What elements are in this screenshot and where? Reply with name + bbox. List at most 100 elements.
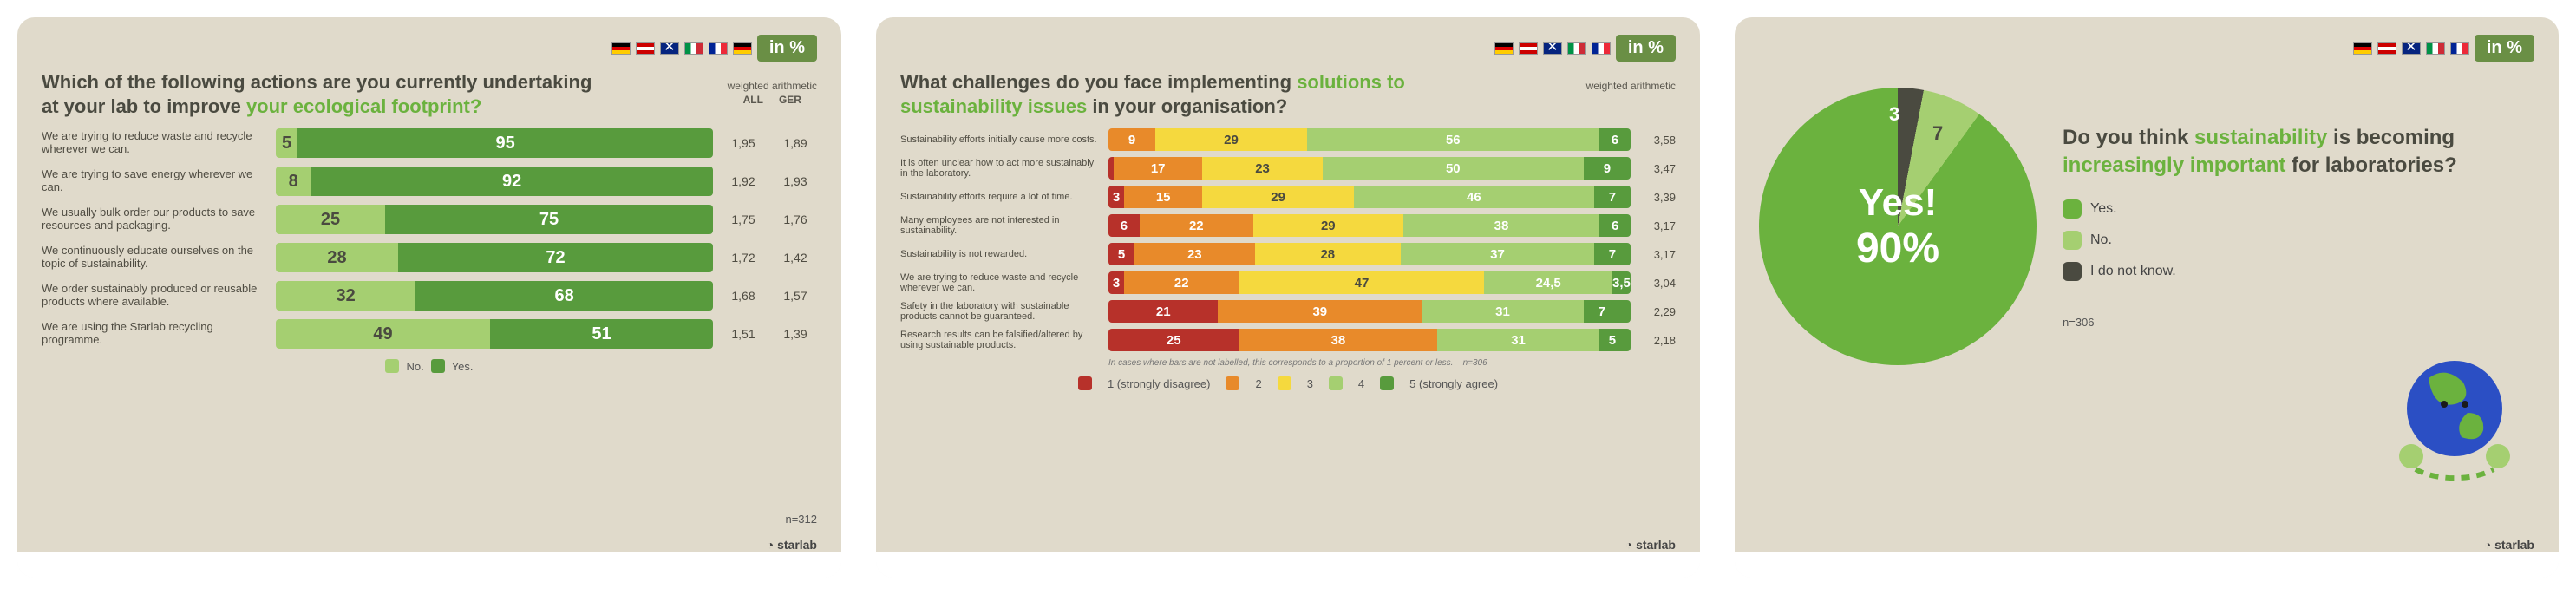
wa-col-ger: GER <box>779 94 801 106</box>
flag-it-icon <box>1567 42 1586 55</box>
row-wa: 3,17 <box>1639 219 1676 232</box>
seg: 29 <box>1155 128 1307 151</box>
row-label: It is often unclear how to act more sust… <box>900 158 1100 179</box>
row-label: We order sustainably produced or reusabl… <box>42 283 267 309</box>
seg: 25 <box>1108 329 1239 351</box>
panel3-legend: Yes. No. I do not know. <box>2063 199 2534 281</box>
seg: 39 <box>1218 300 1422 323</box>
row-label: We usually bulk order our products to sa… <box>42 206 267 232</box>
wa-all: 1,51 <box>722 327 765 341</box>
seg: 6 <box>1108 214 1140 237</box>
header-flags: in % <box>42 35 817 62</box>
pie-chart: Yes! 90% 3 7 <box>1759 88 2037 365</box>
wa-col-all: ALL <box>743 94 763 106</box>
leg-l3: 3 <box>1307 377 1313 390</box>
legend-yes-swatch <box>431 359 445 373</box>
leg-l4: 4 <box>1358 377 1364 390</box>
earth-icon <box>2385 343 2524 482</box>
seg: 38 <box>1239 329 1438 351</box>
wa-ger: 1,57 <box>774 289 817 303</box>
row-label: We are using the Starlab recycling progr… <box>42 321 267 347</box>
legend-yes-label: Yes. <box>452 360 474 373</box>
row-bar: 52328377 <box>1108 243 1631 265</box>
chart2-row: It is often unclear how to act more sust… <box>900 157 1676 180</box>
row-label: Sustainability efforts initially cause m… <box>900 134 1100 145</box>
seg: 7 <box>1594 186 1631 208</box>
wa-header: weighted arithmetic ALL GER <box>728 80 817 106</box>
p3t-d: increasingly important <box>2063 154 2285 177</box>
wa-all: 1,92 <box>722 174 765 188</box>
panel3-title: Do you think sustainability is becoming … <box>2063 124 2534 178</box>
seg-no: 8 <box>276 167 311 196</box>
row-bar: 49 51 <box>276 319 713 349</box>
panel-importance: in % Yes! 90% 3 7 Do you think sustainab… <box>1735 17 2559 578</box>
row-label: We are trying to reduce waste and recycl… <box>900 272 1100 293</box>
leg-sw-3 <box>1278 376 1291 390</box>
brand-logo: starlab <box>1625 538 1676 552</box>
brand-logo: starlab <box>2484 538 2534 552</box>
pie-center-label: Yes! 90% <box>1759 88 2037 365</box>
seg-no: 32 <box>276 281 415 311</box>
seg: 31 <box>1422 300 1584 323</box>
row-bar: 25 75 <box>276 205 713 234</box>
chart2-row: Research results can be falsified/altere… <box>900 329 1676 351</box>
seg-no: 5 <box>276 128 297 158</box>
leg-sw-1 <box>1078 376 1092 390</box>
wa-header-label: weighted arithmetic <box>728 80 817 92</box>
chart1-row: We are using the Starlab recycling progr… <box>42 319 817 349</box>
row-bar: 28 72 <box>276 243 713 272</box>
p3-sw-no <box>2063 231 2082 250</box>
panel3-right: Do you think sustainability is becoming … <box>2063 124 2534 328</box>
p3t-a: Do you think <box>2063 126 2194 149</box>
flag-it-icon <box>2426 42 2445 55</box>
seg: 3,5 <box>1612 271 1631 294</box>
row-wa: 2,29 <box>1639 305 1676 318</box>
brand-logo: starlab <box>767 538 817 552</box>
panel1-title-accent: your ecological footprint? <box>246 95 481 117</box>
pie-yes-word: Yes! <box>1859 181 1938 225</box>
seg: 3 <box>1108 271 1124 294</box>
seg-yes: 68 <box>415 281 713 311</box>
flag-at-icon <box>636 42 655 55</box>
leg-sw-2 <box>1226 376 1239 390</box>
seg: 17 <box>1114 157 1202 180</box>
panel-actions: in % Which of the following actions are … <box>17 17 841 578</box>
seg: 24,5 <box>1484 271 1612 294</box>
seg: 21 <box>1108 300 1218 323</box>
chart1-row: We are trying to reduce waste and recycl… <box>42 128 817 158</box>
seg: 5 <box>1108 243 1134 265</box>
chart1-row: We usually bulk order our products to sa… <box>42 205 817 234</box>
seg: 37 <box>1401 243 1594 265</box>
chart2-row: Sustainability is not rewarded. 52328377… <box>900 243 1676 265</box>
flag-at-icon <box>1519 42 1538 55</box>
chart1-rows: We are trying to reduce waste and recycl… <box>42 128 817 349</box>
seg: 22 <box>1124 271 1239 294</box>
p2-title-a: What challenges do you face implementing <box>900 71 1297 93</box>
legend-no-swatch <box>385 359 399 373</box>
chart2-row: Sustainability efforts require a lot of … <box>900 186 1676 208</box>
seg: 46 <box>1354 186 1594 208</box>
row-bar: 62229386 <box>1108 214 1631 237</box>
seg-yes: 72 <box>398 243 713 272</box>
panel3-n: n=306 <box>2063 316 2534 329</box>
flag-de-icon <box>1494 42 1514 55</box>
flag-at-icon <box>2377 42 2396 55</box>
panel2-n: n=306 <box>1463 358 1487 368</box>
flag-de-icon <box>611 42 631 55</box>
panel2-title: What challenges do you face implementing… <box>900 70 1459 118</box>
seg: 6 <box>1599 128 1631 151</box>
seg: 38 <box>1403 214 1600 237</box>
panel1-title: Which of the following actions are you c… <box>42 70 600 118</box>
wa-ger: 1,42 <box>774 251 817 265</box>
chart1-row: We continuously educate ourselves on the… <box>42 243 817 272</box>
wa-all: 1,95 <box>722 136 765 150</box>
seg: 23 <box>1134 243 1254 265</box>
chart1-row: We are trying to save energy wherever we… <box>42 167 817 196</box>
wa-all: 1,72 <box>722 251 765 265</box>
flag-fr-icon <box>709 42 728 55</box>
seg <box>1620 300 1631 323</box>
p3-leg-yes: Yes. <box>2090 201 2117 217</box>
panel1-n: n=312 <box>785 513 817 526</box>
row-label: Sustainability efforts require a lot of … <box>900 192 1100 202</box>
leg-l2: 2 <box>1255 377 1261 390</box>
